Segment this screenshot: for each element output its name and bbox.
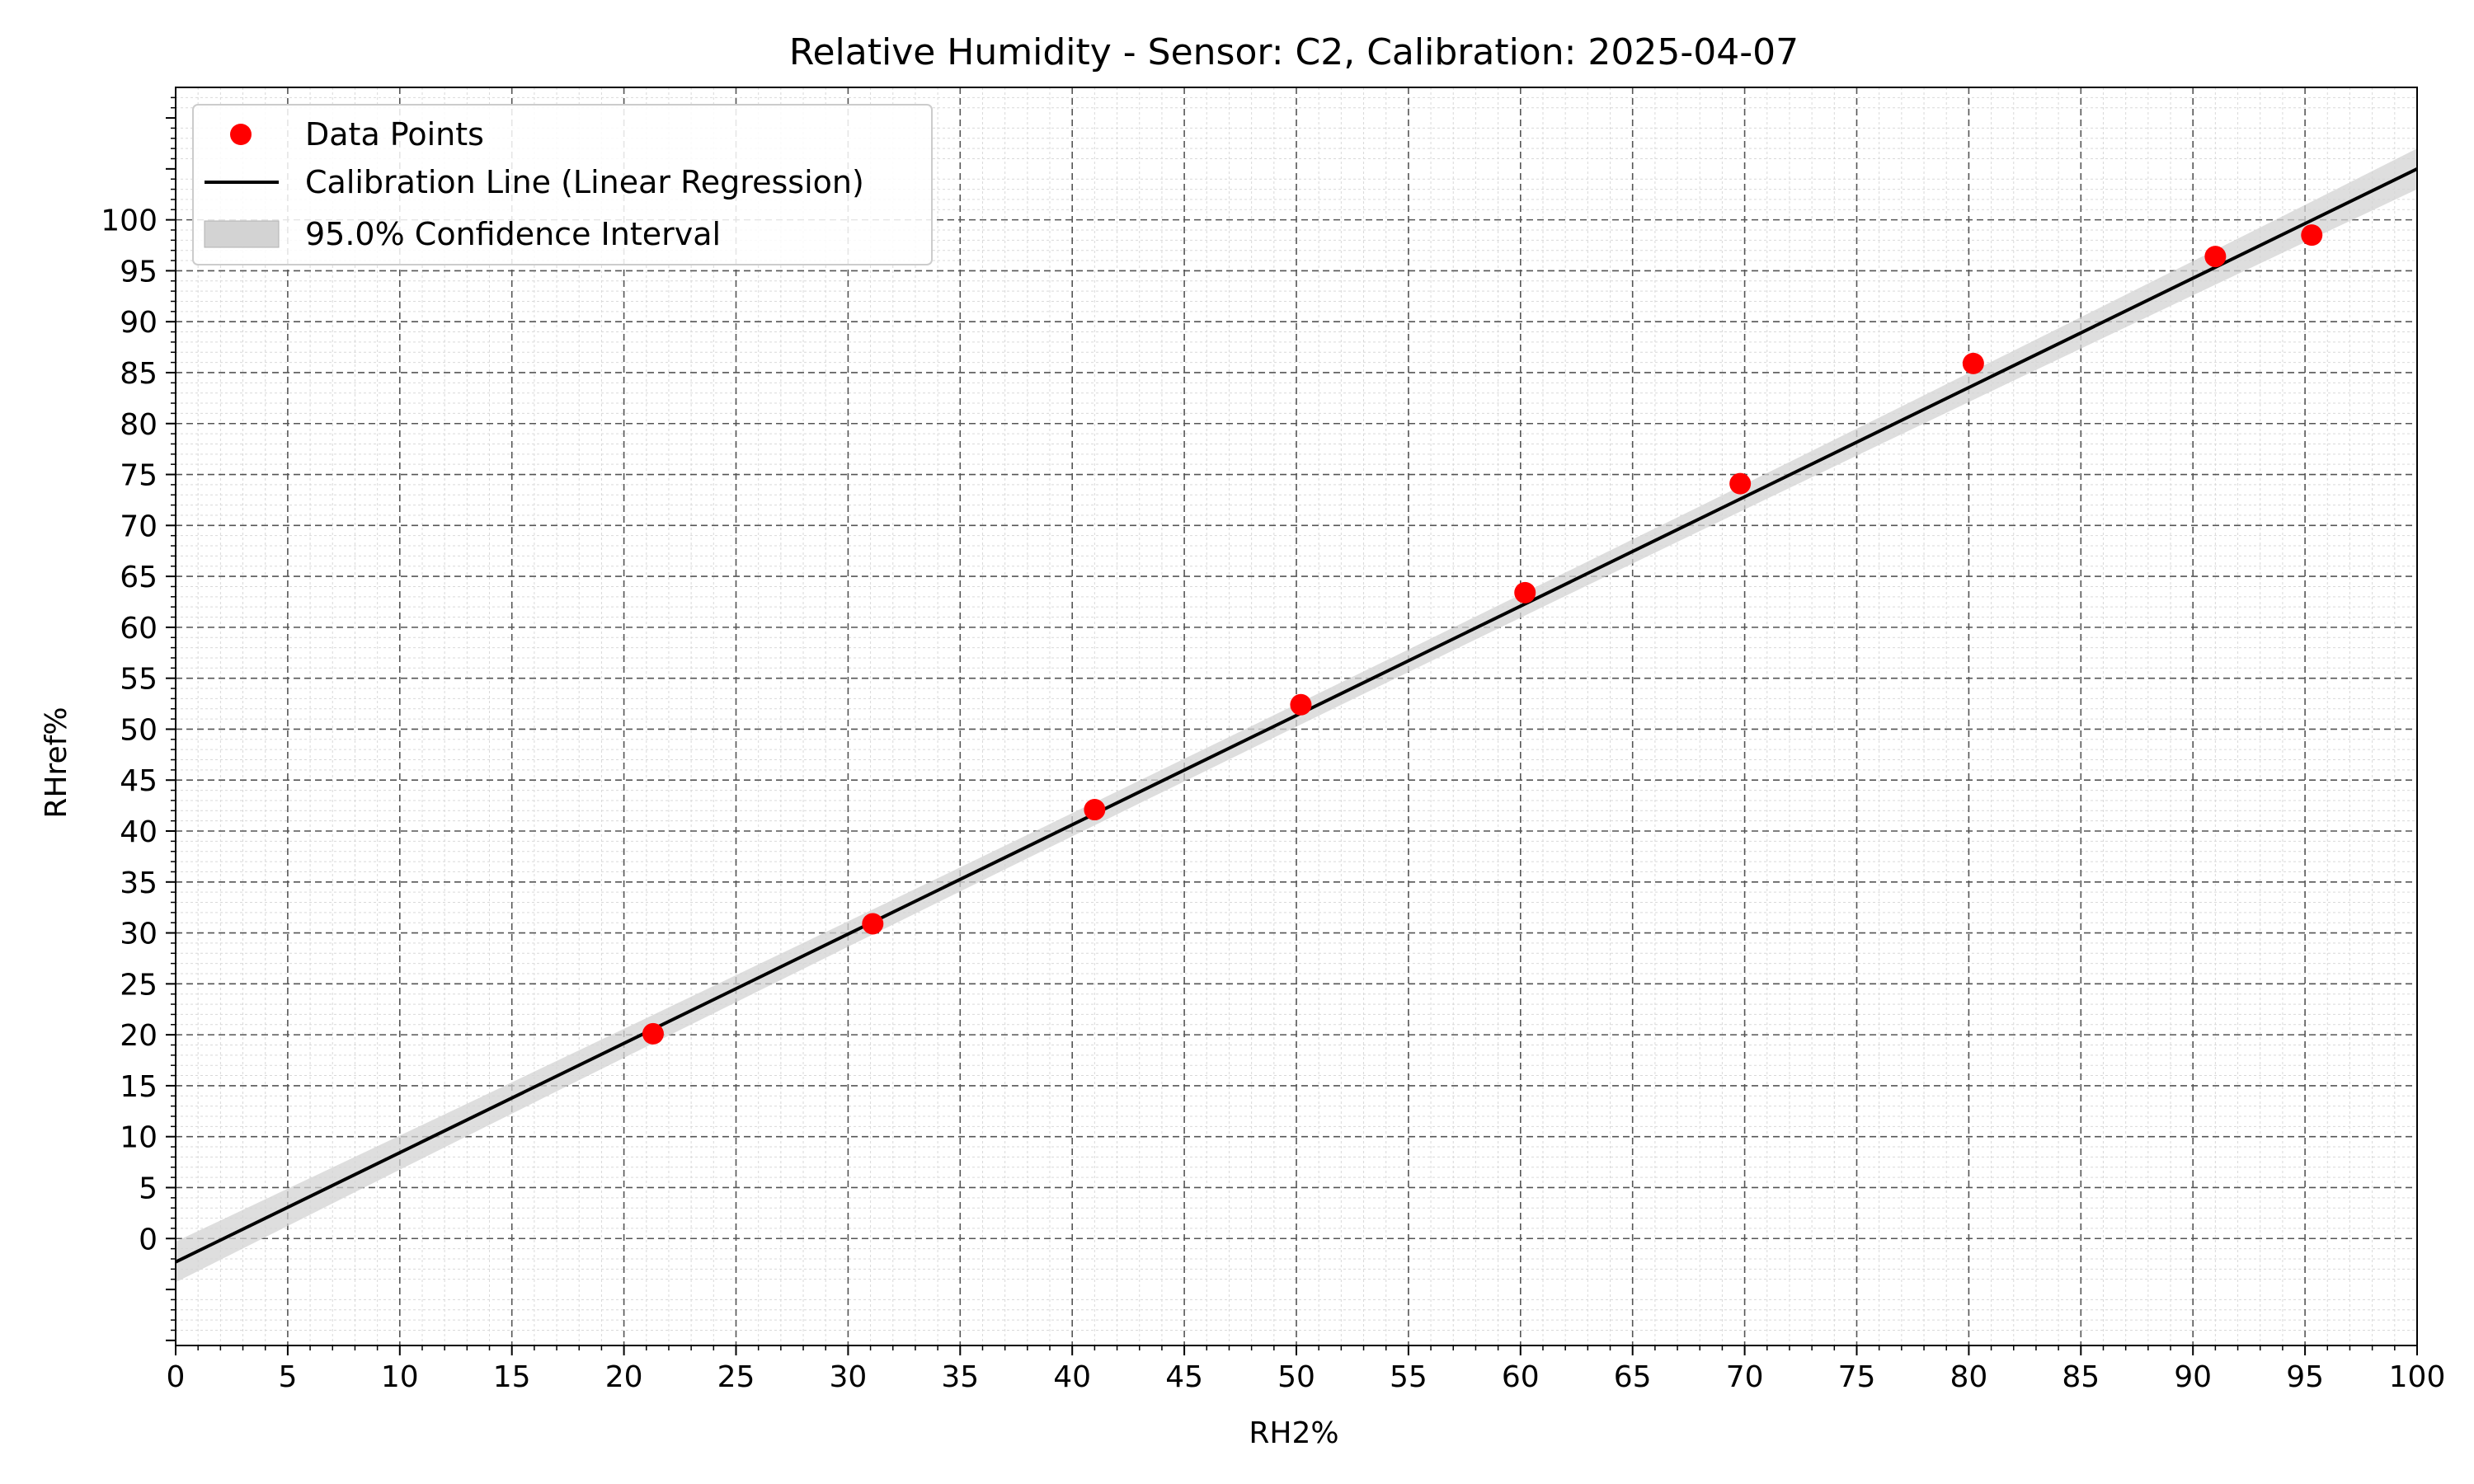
data-point bbox=[642, 1022, 664, 1045]
x-tick-label: 55 bbox=[1390, 1360, 1427, 1394]
legend-box bbox=[192, 104, 933, 265]
y-axis-label: RHref% bbox=[40, 707, 73, 818]
x-tick-label: 40 bbox=[1053, 1360, 1091, 1394]
y-tick-label: 30 bbox=[120, 918, 158, 951]
y-tick-label: 85 bbox=[120, 357, 158, 391]
x-tick-label: 75 bbox=[1838, 1360, 1876, 1394]
legend-label-confidence-band: 95.0% Confidence Interval bbox=[305, 216, 721, 252]
y-tick-label: 70 bbox=[120, 510, 158, 543]
y-tick-label: 45 bbox=[120, 764, 158, 798]
data-points-layer bbox=[642, 224, 2323, 1045]
data-point bbox=[1962, 352, 1984, 374]
data-point bbox=[2301, 224, 2323, 247]
x-axis-label: RH2% bbox=[1249, 1416, 1338, 1450]
x-tick-label: 90 bbox=[2174, 1360, 2212, 1394]
legend-label-data-points: Data Points bbox=[305, 116, 484, 153]
x-tick-label: 95 bbox=[2286, 1360, 2324, 1394]
y-tick-label: 95 bbox=[120, 255, 158, 289]
x-tick-label: 25 bbox=[717, 1360, 755, 1394]
legend-marker-confidence-band bbox=[204, 220, 280, 248]
y-tick-label: 100 bbox=[101, 204, 158, 238]
x-tick-label: 80 bbox=[1950, 1360, 1987, 1394]
major-grid bbox=[175, 87, 2418, 1345]
data-point bbox=[2204, 246, 2227, 268]
x-tick-label: 45 bbox=[1165, 1360, 1203, 1394]
y-tick-label: 80 bbox=[120, 408, 158, 442]
data-point bbox=[862, 913, 884, 935]
legend-marker-data-points bbox=[230, 124, 252, 145]
y-tick-label: 10 bbox=[120, 1121, 158, 1155]
y-tick-label: 90 bbox=[120, 306, 158, 340]
data-point bbox=[1514, 581, 1536, 603]
x-tick-label: 20 bbox=[605, 1360, 643, 1394]
y-tick-label: 60 bbox=[120, 612, 158, 646]
data-point bbox=[1084, 799, 1106, 821]
y-tick-label: 25 bbox=[120, 968, 158, 1002]
x-tick-label: 35 bbox=[941, 1360, 979, 1394]
y-tick-label: 75 bbox=[120, 459, 158, 493]
legend: Data Points Calibration Line (Linear Reg… bbox=[192, 104, 933, 265]
x-tick-label: 30 bbox=[829, 1360, 867, 1394]
legend-label-calibration-line: Calibration Line (Linear Regression) bbox=[305, 164, 864, 200]
regression-line-layer bbox=[175, 167, 2418, 1264]
x-tick-label: 15 bbox=[493, 1360, 531, 1394]
y-tick-label: 15 bbox=[120, 1070, 158, 1104]
y-tick-label: 65 bbox=[120, 561, 158, 594]
y-tick-label: 35 bbox=[120, 866, 158, 900]
x-tick-label: 50 bbox=[1277, 1360, 1315, 1394]
x-tick-label: 5 bbox=[278, 1360, 297, 1394]
x-tick-label: 100 bbox=[2389, 1360, 2446, 1394]
ticks-layer: 0 5 10 15 20 25 30 35 40 45 50 55 60 65 70 75 80 85 90 95 10… bbox=[101, 96, 2446, 1394]
y-tick-label: 40 bbox=[120, 815, 158, 849]
x-tick-label: 10 bbox=[381, 1360, 419, 1394]
y-tick-label: 20 bbox=[120, 1019, 158, 1053]
x-tick-label: 70 bbox=[1726, 1360, 1764, 1394]
y-tick-label: 0 bbox=[139, 1223, 158, 1256]
y-tick-label: 55 bbox=[120, 663, 158, 697]
y-tick-label: 50 bbox=[120, 713, 158, 747]
x-tick-label: 85 bbox=[2062, 1360, 2100, 1394]
y-tick-label: 5 bbox=[139, 1172, 158, 1205]
x-tick-label: 65 bbox=[1614, 1360, 1652, 1394]
data-point bbox=[1729, 472, 1752, 495]
data-point bbox=[1290, 693, 1312, 716]
regression-line bbox=[175, 167, 2418, 1264]
chart-title: Relative Humidity - Sensor: C2, Calibrat… bbox=[789, 31, 1799, 73]
x-tick-label: 60 bbox=[1502, 1360, 1540, 1394]
x-tick-label: 0 bbox=[167, 1360, 186, 1394]
